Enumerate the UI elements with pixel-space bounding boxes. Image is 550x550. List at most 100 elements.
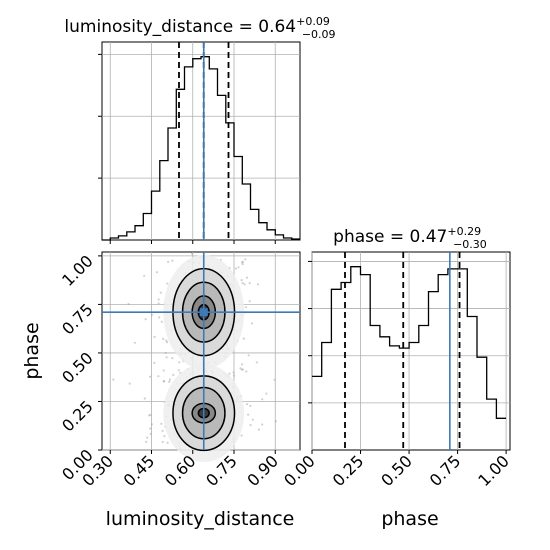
sample-point [149,427,152,430]
sample-point [248,282,251,285]
sample-point [244,258,247,261]
sample-point [241,282,244,285]
sample-point [166,441,169,444]
sample-point [162,380,166,383]
sample-point [243,283,246,286]
sample-point [133,341,136,344]
sample-point [257,428,260,431]
sample-point [261,398,264,401]
sample-point [153,335,156,338]
panel-frame [101,41,301,241]
sample-point [146,436,149,439]
sample-point [157,302,160,305]
density-marks [102,252,300,463]
sample-point [159,291,162,294]
sample-point [158,316,161,319]
luminosity-distance-marginal-panel: luminosity_distance = 0.64+0.09 −0.09 [64,15,336,244]
sample-point [245,370,248,373]
x-tick-label: 0.50 [377,451,416,490]
sample-point [149,432,152,435]
sample-point [161,440,164,444]
joint-density-panel: 0.30 0.45 0.60 0.75 0.900.000.250.500.751.00… [21,251,301,530]
sample-point [166,341,169,344]
sample-point [245,276,249,279]
sample-point [168,378,171,381]
y-tick-label: 1.00 [58,251,97,290]
sample-point [148,414,151,417]
panel-frame [311,251,511,451]
sample-point [241,368,244,371]
sample-point [144,318,147,321]
truth-marker [199,308,208,317]
x-tick-label: 0.75 [426,451,465,490]
sample-point [249,404,252,408]
y-axis-label: phase [21,322,43,379]
x-tick-label: 0.45 [120,451,159,490]
sample-point [248,300,251,303]
sample-point [242,337,245,340]
sample-point [249,424,252,427]
sample-point [244,306,248,309]
sample-point [233,374,236,377]
sample-point [162,369,165,372]
sample-point [232,371,235,374]
sample-point [168,380,171,383]
sample-point [162,380,165,383]
sample-point [153,361,156,364]
sample-point [250,322,253,325]
sample-point [157,375,160,378]
sample-point [240,261,244,264]
sample-point [265,392,268,395]
sample-point [172,373,175,376]
sample-point [145,440,148,443]
sample-point [241,363,244,366]
sample-point [237,266,240,269]
sample-point [178,361,181,364]
sample-point [177,369,180,372]
sample-point [247,413,250,416]
sample-point [143,274,146,277]
sample-point [155,271,159,274]
sample-point [167,260,170,263]
histogram-step [102,56,300,241]
sample-point [240,434,243,437]
x-axis-label: phase [381,508,438,530]
sample-point [157,298,160,301]
sample-point [164,351,167,354]
sample-point [171,259,174,262]
grid [102,42,300,240]
tick-labels: 0.00 0.25 0.50 0.75 1.00 [280,451,513,490]
x-axis-label: luminosity_distance [106,508,295,530]
y-tick-label: 0.75 [58,300,97,339]
sample-point [112,378,115,381]
y-tick-label: 0.50 [58,348,97,387]
sample-point [128,382,131,385]
sample-point [240,279,243,282]
sample-point [190,252,194,255]
sample-point [256,283,260,286]
sample-point [143,397,146,400]
x-tick-label: 0.90 [243,451,282,490]
sample-point [228,372,231,375]
sample-point [251,418,254,421]
x-tick-label: 0.00 [280,451,319,490]
sample-point [165,339,168,342]
sample-point [160,320,163,323]
sample-point [149,375,152,378]
sample-point [255,361,258,364]
sample-point [241,260,245,263]
luminosity-distance-title: luminosity_distance = 0.64+0.09 −0.09 [64,15,335,41]
sample-point [273,378,276,381]
sample-point [149,413,152,417]
phase-marginal-panel: 0.00 0.25 0.50 0.75 1.00 phase = 0.47+0.29 −0… [280,225,513,530]
x-tick-label: 1.00 [474,451,513,490]
sample-point [247,354,250,357]
y-tick-label: 0.25 [58,397,97,436]
sample-point [240,368,243,371]
sample-point [127,302,130,306]
sample-point [160,422,163,425]
sample-point [245,403,249,406]
sample-point [239,367,242,370]
sample-point [261,423,264,426]
